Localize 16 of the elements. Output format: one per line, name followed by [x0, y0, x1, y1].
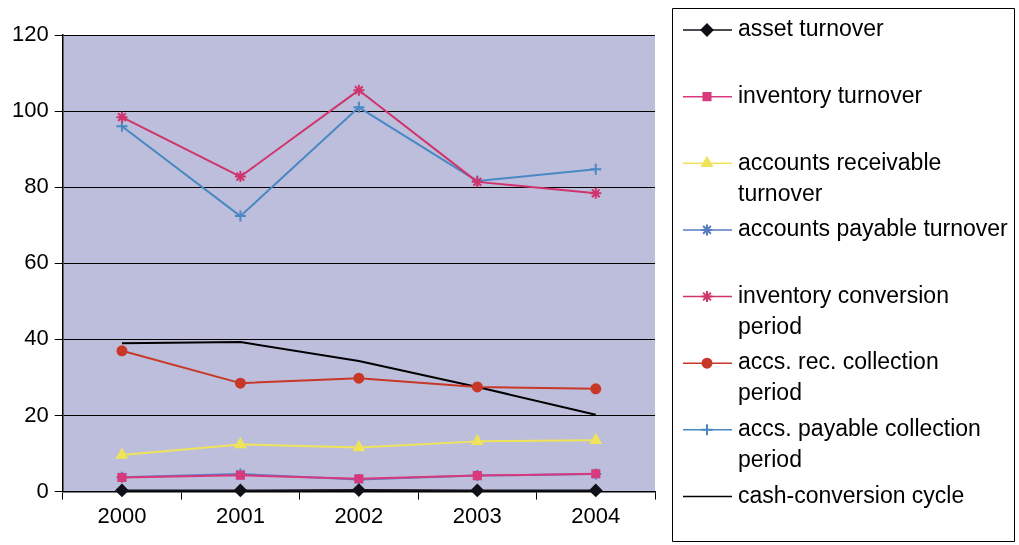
y-tick-label: 40 [24, 325, 49, 351]
y-tick-label: 80 [24, 173, 49, 199]
legend-label: cash-conversion cycle [738, 481, 965, 508]
x-tick-label: 2001 [215, 502, 265, 528]
legend-label: inventory turnover [738, 81, 923, 108]
y-tick-label: 120 [11, 21, 49, 47]
x-tick-label: 2000 [97, 502, 147, 528]
x-tick-label: 2003 [452, 502, 502, 528]
legend-label: asset turnover [738, 15, 885, 42]
x-tick-label: 2002 [334, 502, 384, 528]
legend-label: accounts payable turnover [738, 215, 1009, 242]
x-tick-label: 2004 [571, 502, 621, 528]
y-tick-label: 0 [36, 477, 49, 503]
y-tick-label: 60 [24, 249, 49, 275]
y-tick-label: 20 [24, 401, 49, 427]
y-tick-label: 100 [11, 97, 49, 123]
